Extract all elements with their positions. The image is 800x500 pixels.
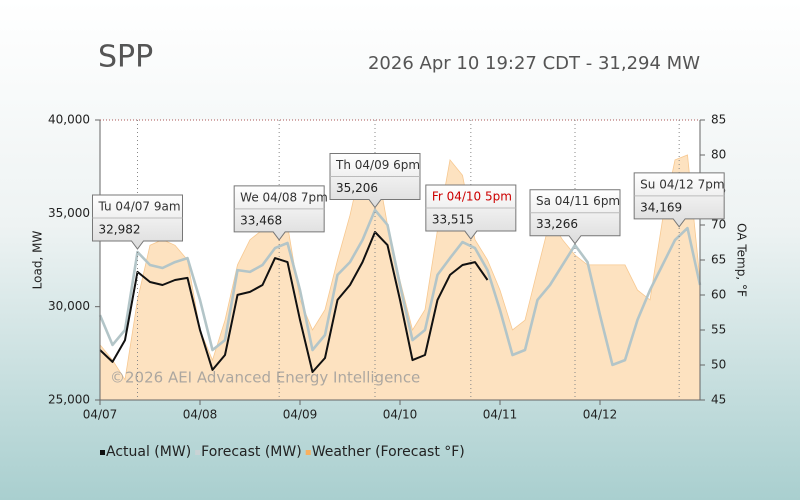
- y2-tick-label: 70: [711, 218, 726, 232]
- page-title: SPP: [98, 40, 153, 75]
- callout-value: 33,266: [536, 217, 578, 231]
- callout-label: We 04/08 7pm: [240, 190, 328, 204]
- y-axis-label: Load, MW: [31, 231, 45, 290]
- y2-axis-label: OA Temp, °F: [735, 223, 749, 297]
- callout-value: 33,515: [432, 213, 474, 227]
- weather-area: [99, 154, 701, 401]
- callout: [633, 172, 725, 228]
- legend-label: Weather (Forecast °F): [312, 444, 465, 460]
- callout-label: Th 04/09 6pm: [335, 158, 420, 172]
- callout-label: Sa 04/11 6pm: [536, 194, 620, 208]
- y2-tick-label: 80: [711, 148, 726, 162]
- callout: [233, 185, 325, 241]
- x-tick-label: 04/12: [583, 408, 618, 422]
- callout-label: Tu 04/07 9am: [98, 200, 181, 214]
- series-line: [99, 231, 489, 373]
- x-tick-label: 04/10: [383, 408, 418, 422]
- legend-label: Forecast (MW): [201, 444, 302, 460]
- watermark: ©2026 AEI Advanced Energy Intelligence: [110, 369, 420, 387]
- callout: [92, 194, 183, 250]
- y-tick-label: 25,000: [48, 393, 90, 407]
- callout-value: 32,982: [99, 223, 141, 237]
- y2-tick-label: 50: [711, 358, 726, 372]
- y2-tick-label: 85: [711, 113, 726, 127]
- x-tick-label: 04/07: [83, 408, 118, 422]
- callout: [529, 189, 621, 245]
- y2-tick-label: 45: [711, 393, 726, 407]
- y2-tick-label: 60: [711, 288, 726, 302]
- legend-swatch: [305, 450, 311, 455]
- status: 2026 Apr 10 19:27 CDT - 31,294 MW: [368, 53, 700, 74]
- legend-swatch: [195, 450, 201, 455]
- legend-label: Actual (MW): [106, 444, 191, 460]
- x-tick-label: 04/08: [183, 408, 218, 422]
- x-tick-label: 04/11: [483, 408, 518, 422]
- series-line: [98, 208, 702, 367]
- y-tick-label: 30,000: [48, 299, 90, 313]
- x-tick-label: 04/09: [283, 408, 318, 422]
- callout-label: Fr 04/10 5pm: [432, 190, 512, 204]
- y-tick-label: 40,000: [48, 113, 90, 127]
- callout: [425, 184, 517, 240]
- callout-label: Su 04/12 7pm: [640, 177, 724, 191]
- callout-value: 34,169: [640, 200, 682, 214]
- y2-tick-label: 65: [711, 253, 726, 267]
- legend-swatch: [100, 450, 105, 455]
- y-tick-label: 35,000: [48, 206, 90, 220]
- callout-value: 33,468: [240, 213, 282, 227]
- callout: [329, 152, 421, 209]
- y2-tick-label: 55: [711, 323, 726, 337]
- callout-value: 35,206: [336, 181, 378, 195]
